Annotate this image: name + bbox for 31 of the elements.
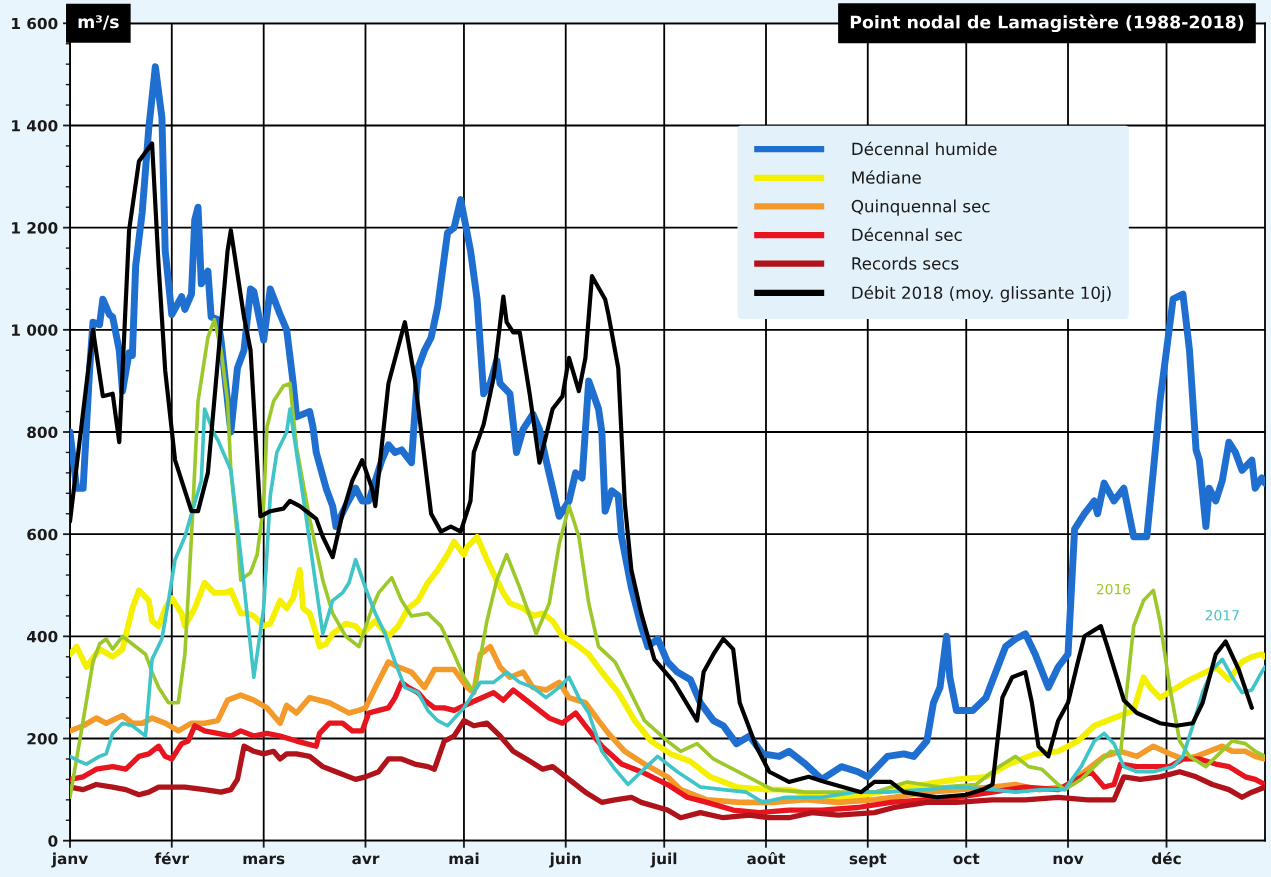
y-tick-label: 1 600 xyxy=(12,17,58,30)
x-tick-label: août xyxy=(747,851,786,865)
y-tick-label: 600 xyxy=(27,528,58,541)
x-tick-label: mai xyxy=(449,852,479,865)
y-tick-label: 200 xyxy=(27,732,58,745)
y-tick-label: 800 xyxy=(27,426,58,439)
legend-label: Décennal sec xyxy=(852,227,962,242)
annotation: 2016 xyxy=(1096,583,1131,595)
y-tick-label: 1 200 xyxy=(12,222,58,234)
x-tick-label: sept xyxy=(849,853,887,868)
x-tick-label: nov xyxy=(1053,855,1084,865)
x-tick-label: avr xyxy=(352,855,380,865)
legend-label: Débit 2018 (moy. glissante 10j) xyxy=(852,285,1111,303)
x-tick-label: févr xyxy=(154,851,189,865)
legend-label: Quinquennal sec xyxy=(851,199,990,216)
x-tick-label: janv xyxy=(51,852,88,868)
y-tick-label: 1 400 xyxy=(12,119,58,132)
y-axis-title: m³/s xyxy=(78,15,119,30)
legend-label: Médiane xyxy=(852,170,921,184)
annotation: 2017 xyxy=(1205,610,1239,621)
x-tick-label: juil xyxy=(650,852,677,868)
y-tick-label: 400 xyxy=(26,630,58,643)
x-tick-label: oct xyxy=(953,853,980,865)
x-tick-label: mars xyxy=(243,855,285,865)
legend-label: Records secs xyxy=(852,256,959,270)
y-tick-label: 1 000 xyxy=(12,324,58,336)
y-tick-label: 0 xyxy=(48,835,58,847)
legend-label: Décennal humide xyxy=(852,141,997,156)
x-tick-label: déc xyxy=(1152,851,1181,865)
chart-title: Point nodal de Lamagistère (1988-2018) xyxy=(850,14,1244,33)
x-tick-label: juin xyxy=(549,852,581,868)
